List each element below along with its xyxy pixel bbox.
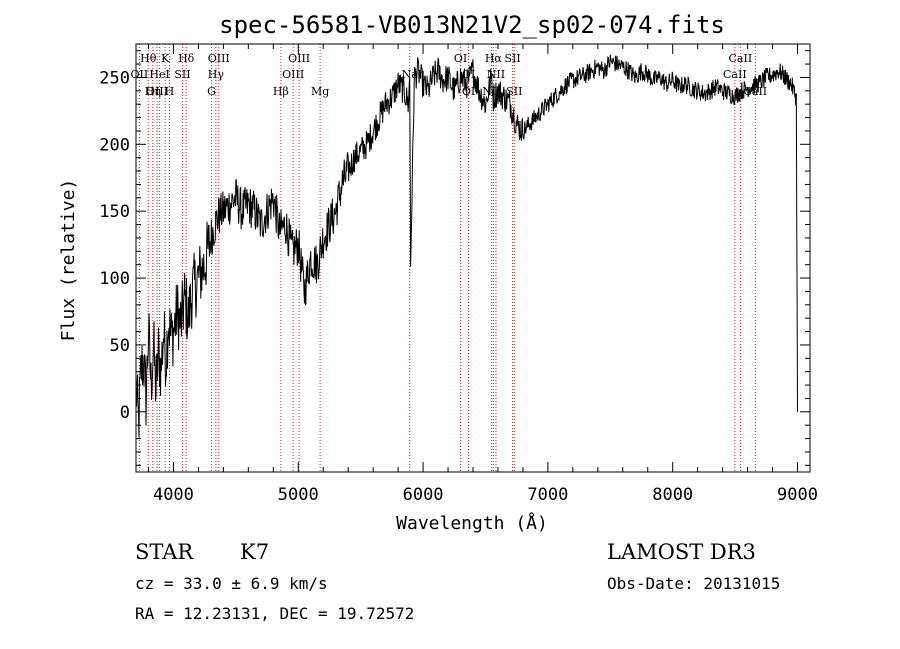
line-label-21: SII	[504, 52, 520, 65]
spectrum-series	[135, 54, 798, 438]
line-label-9: OIII	[208, 52, 230, 65]
line-label-3: K	[161, 52, 170, 65]
object-subclass: K7	[240, 540, 269, 564]
y-axis-label: Flux (relative)	[58, 179, 79, 342]
y-tick-label: 250	[99, 68, 130, 88]
y-tick-label: 0	[120, 403, 130, 423]
y-tick-label: 100	[99, 269, 130, 289]
x-axis: 4000 5000 6000 7000 8000 9000	[147, 44, 818, 505]
line-label-25: CaII	[729, 52, 753, 65]
line-label-2: OIII	[146, 85, 168, 98]
line-label-6: Hδ	[178, 52, 195, 65]
y-tick-label: 50	[110, 336, 130, 356]
line-label-12: OIII	[288, 52, 310, 65]
y-tick-label: 150	[99, 202, 130, 222]
line-label-7: SII	[174, 68, 190, 81]
chart-title: spec-56581-VB013N21V2_sp02-074.fits	[219, 11, 725, 39]
line-label-8: H	[165, 85, 175, 98]
line-label-13: OIII	[282, 68, 304, 81]
x-tick-label: 9000	[777, 485, 818, 505]
x-tick-label: 4000	[153, 485, 194, 505]
plot-frame	[135, 43, 811, 473]
survey-name: LAMOST DR3	[607, 540, 756, 564]
x-axis-label: Wavelength (Å)	[396, 512, 548, 534]
line-label-4: HeI	[149, 68, 169, 81]
line-label-14: Hβ	[273, 85, 289, 98]
line-label-15: Mg	[311, 85, 329, 98]
line-label-26: CaII	[723, 68, 747, 81]
line-label-17: OI	[454, 52, 467, 65]
x-tick-label: 8000	[652, 485, 693, 505]
spectrum-line	[135, 54, 798, 438]
object-class: STAR	[135, 540, 194, 564]
x-tick-label: 7000	[527, 485, 568, 505]
x-tick-label: 6000	[403, 485, 444, 505]
y-tick-label: 200	[99, 135, 130, 155]
y-axis: 0 50 100 150 200 250	[99, 50, 810, 466]
coordinates-text: RA = 12.23131, DEC = 19.72572	[135, 604, 414, 623]
line-label-0: Hθ	[140, 52, 157, 65]
redshift-text: cz = 33.0 ± 6.9 km/s	[135, 574, 328, 593]
observation-date: Obs-Date: 20131015	[607, 574, 780, 593]
line-label-10: Hγ	[208, 68, 225, 81]
line-label-11: G	[207, 85, 216, 98]
line-label-5: Hη	[145, 85, 161, 98]
line-label-1: OII	[131, 68, 149, 81]
spectral-line-markers	[138, 44, 756, 472]
x-tick-label: 5000	[278, 485, 319, 505]
line-label-20: Hα	[485, 52, 503, 65]
line-label-24: SII	[506, 85, 522, 98]
